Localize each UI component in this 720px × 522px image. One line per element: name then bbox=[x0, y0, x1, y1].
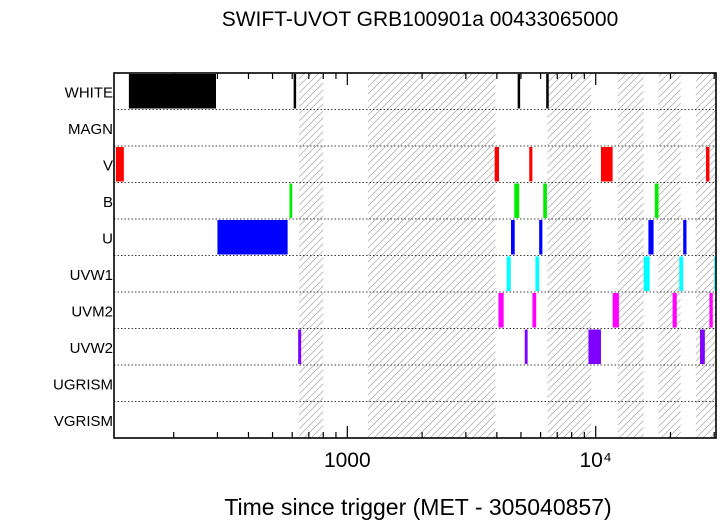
exposure-uvm2-26 bbox=[672, 293, 677, 328]
row-label-vgrism: VGRISM bbox=[54, 413, 113, 430]
exposure-u-14 bbox=[510, 220, 515, 255]
row-label-v: V bbox=[103, 157, 113, 174]
axis-ticks: 1000 10⁴ bbox=[173, 73, 715, 472]
row-separators bbox=[114, 109, 716, 402]
exposures-layer bbox=[115, 74, 717, 364]
exposure-b-12 bbox=[654, 183, 659, 218]
exposure-white-1 bbox=[293, 74, 297, 109]
row-label-b: B bbox=[103, 194, 113, 211]
row-label-uvw1: UVW1 bbox=[70, 267, 113, 284]
row-label-u: U bbox=[102, 230, 113, 247]
row-label-uvw2: UVW2 bbox=[70, 340, 113, 357]
x-tick-label-1: 10⁴ bbox=[580, 449, 612, 472]
exposure-u-13 bbox=[217, 220, 288, 255]
exposure-uvw2-29 bbox=[524, 329, 528, 364]
exposure-b-10 bbox=[514, 183, 520, 218]
row-label-white: WHITE bbox=[65, 84, 113, 101]
exposure-u-16 bbox=[648, 220, 654, 255]
exposure-white-0 bbox=[128, 74, 216, 109]
x-tick-label-0: 1000 bbox=[324, 449, 371, 472]
exposure-v-6 bbox=[529, 147, 533, 182]
exposure-uvw1-20 bbox=[643, 256, 650, 291]
exposure-u-17 bbox=[683, 220, 687, 255]
exposure-v-4 bbox=[115, 147, 124, 182]
gap-region-1 bbox=[367, 73, 496, 438]
exposure-v-8 bbox=[706, 147, 710, 182]
exposure-v-5 bbox=[494, 147, 499, 182]
exposure-v-7 bbox=[600, 147, 613, 182]
exposure-b-11 bbox=[543, 183, 547, 218]
exposure-u-15 bbox=[539, 220, 543, 255]
exposure-uvm2-23 bbox=[498, 293, 504, 328]
exposure-white-2 bbox=[517, 74, 521, 109]
row-label-magn: MAGN bbox=[68, 121, 113, 138]
exposure-uvw1-21 bbox=[679, 256, 684, 291]
exposure-uvm2-24 bbox=[532, 293, 537, 328]
exposure-uvw1-19 bbox=[535, 256, 540, 291]
x-axis-label: Time since trigger (MET - 305040857) bbox=[224, 494, 611, 520]
exposure-white-3 bbox=[546, 74, 549, 109]
exposure-uvw2-30 bbox=[588, 329, 601, 364]
chart-title: SWIFT-UVOT GRB100901a 00433065000 bbox=[222, 8, 619, 31]
exposure-uvw2-31 bbox=[700, 329, 705, 364]
exposure-uvw2-28 bbox=[298, 329, 302, 364]
row-label-ugrism: UGRISM bbox=[53, 376, 113, 393]
exposure-uvw1-18 bbox=[506, 256, 511, 291]
exposure-uvm2-27 bbox=[709, 293, 713, 328]
row-label-uvm2: UVM2 bbox=[71, 303, 113, 320]
exposure-uvm2-25 bbox=[612, 293, 619, 328]
exposure-b-9 bbox=[289, 183, 293, 218]
plot-frame bbox=[113, 72, 717, 439]
row-labels: WHITE MAGN V B U UVW1 UVM2 UVW2 UGRISM VGRISM bbox=[53, 84, 113, 430]
gap-region-4 bbox=[658, 73, 681, 438]
